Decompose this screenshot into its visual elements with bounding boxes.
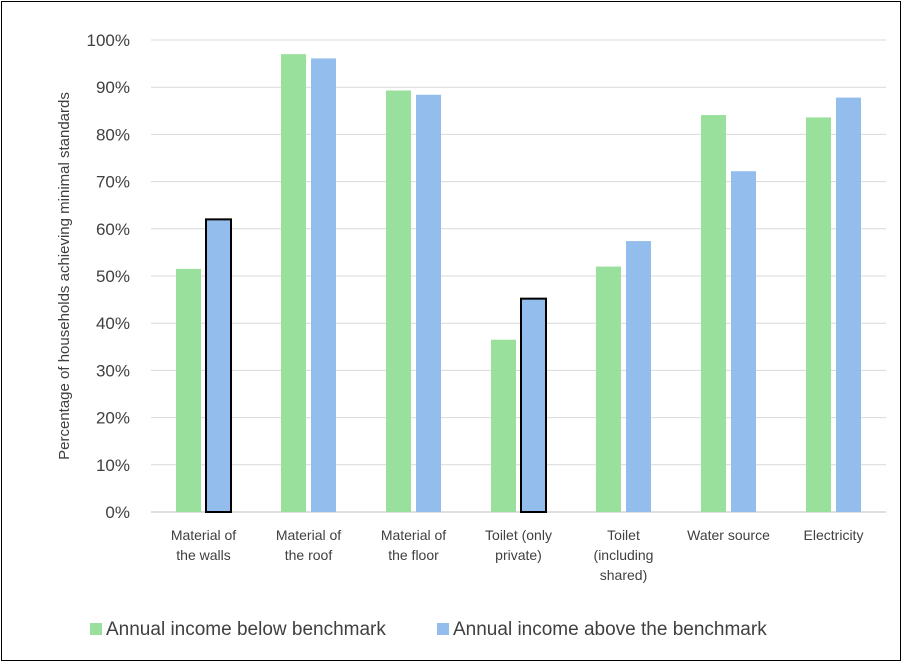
x-category-label: Toilet (only private)	[485, 527, 552, 563]
bar	[491, 339, 516, 512]
y-tick-label: 70%	[96, 173, 130, 192]
legend-label: Annual income above the benchmark	[453, 619, 767, 640]
bar	[205, 218, 232, 514]
y-tick-label: 50%	[96, 267, 130, 286]
y-tick-label: 10%	[96, 456, 130, 475]
x-category-label: Material of the roof	[276, 527, 341, 563]
bar	[520, 297, 547, 513]
legend-swatch	[437, 623, 449, 635]
y-axis-label: Percentage of households achieving minim…	[56, 92, 73, 460]
bars	[176, 54, 861, 514]
x-category-label: Material of the floor	[381, 527, 446, 563]
y-tick-label: 40%	[96, 314, 130, 333]
legend: Annual income below benchmark Annual inco…	[90, 619, 767, 640]
x-category-label: Material of the walls	[171, 527, 236, 563]
bar	[626, 241, 651, 512]
bar	[806, 117, 831, 513]
x-category-label: Electricity	[804, 527, 864, 543]
bar	[596, 266, 621, 512]
y-tick-label: 30%	[96, 361, 130, 380]
x-category-label: Toilet (including shared)	[594, 527, 654, 583]
legend-label: Annual income below benchmark	[106, 619, 386, 640]
bar	[311, 58, 336, 513]
bar	[701, 115, 726, 512]
y-tick-label: 80%	[96, 125, 130, 144]
y-tick-label: 60%	[96, 220, 130, 239]
y-tick-label: 90%	[96, 78, 130, 97]
bar	[176, 268, 201, 512]
x-axis-categories: Material of the walls Material of the roof M…	[171, 527, 864, 583]
y-axis-ticks: 0% 10% 20% 30% 40% 50% 60% 70% 80% 90% 100%	[87, 31, 130, 522]
y-tick-label: 20%	[96, 409, 130, 428]
y-tick-label: 100%	[87, 31, 130, 50]
legend-swatch	[90, 623, 102, 635]
bar	[281, 54, 306, 512]
bar	[386, 90, 411, 512]
x-category-label: Water source	[687, 527, 770, 543]
gridlines	[151, 39, 886, 513]
y-tick-label: 0%	[105, 503, 130, 522]
bar	[836, 97, 861, 513]
bar	[416, 94, 441, 512]
bar	[731, 171, 756, 512]
